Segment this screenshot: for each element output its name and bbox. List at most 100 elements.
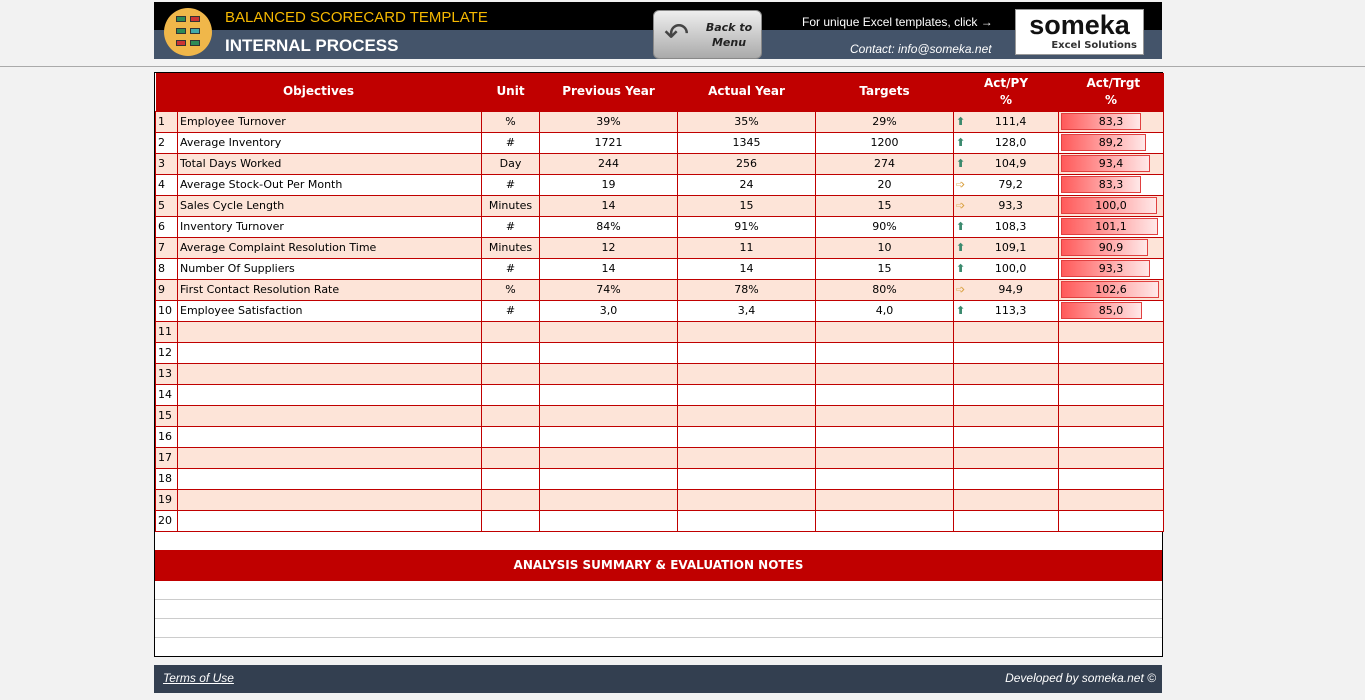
act-trgt-cell[interactable]: [1058, 425, 1165, 448]
actual-year-cell[interactable]: [677, 320, 817, 343]
act-trgt-cell[interactable]: [1058, 404, 1165, 427]
actual-year-cell[interactable]: 78%: [677, 278, 817, 301]
act-py-cell[interactable]: [953, 467, 1060, 490]
unit-cell[interactable]: Day: [481, 152, 541, 175]
target-cell[interactable]: [815, 509, 955, 532]
previous-year-cell[interactable]: [539, 488, 679, 511]
actual-year-cell[interactable]: [677, 425, 817, 448]
actual-year-cell[interactable]: 35%: [677, 110, 817, 133]
target-cell[interactable]: 29%: [815, 110, 955, 133]
unit-cell[interactable]: [481, 341, 541, 364]
act-trgt-cell[interactable]: [1058, 446, 1165, 469]
objective-cell[interactable]: [176, 467, 483, 490]
act-py-cell[interactable]: ⬆ 108,3: [953, 215, 1060, 238]
act-trgt-cell[interactable]: 85,0: [1058, 299, 1165, 322]
row-number[interactable]: 13: [155, 362, 178, 385]
row-number[interactable]: 17: [155, 446, 178, 469]
objective-cell[interactable]: [176, 341, 483, 364]
unit-cell[interactable]: [481, 488, 541, 511]
previous-year-cell[interactable]: [539, 320, 679, 343]
act-trgt-cell[interactable]: [1058, 467, 1165, 490]
previous-year-cell[interactable]: [539, 446, 679, 469]
act-trgt-cell[interactable]: 93,3: [1058, 257, 1165, 280]
objective-cell[interactable]: [176, 404, 483, 427]
objective-cell[interactable]: [176, 383, 483, 406]
act-trgt-cell[interactable]: 83,3: [1058, 110, 1165, 133]
unit-cell[interactable]: #: [481, 131, 541, 154]
row-number[interactable]: 10: [155, 299, 178, 322]
target-cell[interactable]: 15: [815, 257, 955, 280]
target-cell[interactable]: 4,0: [815, 299, 955, 322]
target-cell[interactable]: 10: [815, 236, 955, 259]
objective-cell[interactable]: Number Of Suppliers: [176, 257, 483, 280]
row-number[interactable]: 6: [155, 215, 178, 238]
actual-year-cell[interactable]: 3,4: [677, 299, 817, 322]
previous-year-cell[interactable]: 244: [539, 152, 679, 175]
target-cell[interactable]: [815, 362, 955, 385]
row-number[interactable]: 11: [155, 320, 178, 343]
row-number[interactable]: 19: [155, 488, 178, 511]
act-py-cell[interactable]: ⬆ 104,9: [953, 152, 1060, 175]
objective-cell[interactable]: Average Stock-Out Per Month: [176, 173, 483, 196]
row-number[interactable]: 1: [155, 110, 178, 133]
objective-cell[interactable]: [176, 320, 483, 343]
unit-cell[interactable]: [481, 320, 541, 343]
objective-cell[interactable]: Inventory Turnover: [176, 215, 483, 238]
act-trgt-cell[interactable]: 93,4: [1058, 152, 1165, 175]
target-cell[interactable]: 274: [815, 152, 955, 175]
previous-year-cell[interactable]: 14: [539, 194, 679, 217]
row-number[interactable]: 7: [155, 236, 178, 259]
previous-year-cell[interactable]: [539, 509, 679, 532]
unit-cell[interactable]: Minutes: [481, 236, 541, 259]
row-number[interactable]: 2: [155, 131, 178, 154]
act-py-cell[interactable]: [953, 488, 1060, 511]
actual-year-cell[interactable]: [677, 488, 817, 511]
act-py-cell[interactable]: ➩ 94,9: [953, 278, 1060, 301]
previous-year-cell[interactable]: 12: [539, 236, 679, 259]
act-trgt-cell[interactable]: [1058, 509, 1165, 532]
target-cell[interactable]: 15: [815, 194, 955, 217]
actual-year-cell[interactable]: [677, 509, 817, 532]
actual-year-cell[interactable]: 15: [677, 194, 817, 217]
row-number[interactable]: 18: [155, 467, 178, 490]
act-trgt-cell[interactable]: 83,3: [1058, 173, 1165, 196]
objective-cell[interactable]: Employee Turnover: [176, 110, 483, 133]
unit-cell[interactable]: #: [481, 215, 541, 238]
act-trgt-cell[interactable]: [1058, 341, 1165, 364]
unit-cell[interactable]: Minutes: [481, 194, 541, 217]
act-trgt-cell[interactable]: 102,6: [1058, 278, 1165, 301]
previous-year-cell[interactable]: [539, 467, 679, 490]
target-cell[interactable]: [815, 341, 955, 364]
unit-cell[interactable]: #: [481, 173, 541, 196]
objective-cell[interactable]: Average Inventory: [176, 131, 483, 154]
act-py-cell[interactable]: ⬆ 111,4: [953, 110, 1060, 133]
act-trgt-cell[interactable]: 100,0: [1058, 194, 1165, 217]
actual-year-cell[interactable]: 91%: [677, 215, 817, 238]
previous-year-cell[interactable]: [539, 404, 679, 427]
act-py-cell[interactable]: [953, 341, 1060, 364]
row-number[interactable]: 5: [155, 194, 178, 217]
row-number[interactable]: 20: [155, 509, 178, 532]
act-trgt-cell[interactable]: [1058, 362, 1165, 385]
row-number[interactable]: 9: [155, 278, 178, 301]
actual-year-cell[interactable]: [677, 404, 817, 427]
target-cell[interactable]: [815, 320, 955, 343]
act-trgt-cell[interactable]: [1058, 320, 1165, 343]
previous-year-cell[interactable]: [539, 383, 679, 406]
unit-cell[interactable]: #: [481, 257, 541, 280]
previous-year-cell[interactable]: [539, 425, 679, 448]
unit-cell[interactable]: [481, 362, 541, 385]
unit-cell[interactable]: [481, 425, 541, 448]
target-cell[interactable]: [815, 425, 955, 448]
previous-year-cell[interactable]: [539, 341, 679, 364]
actual-year-cell[interactable]: 14: [677, 257, 817, 280]
unit-cell[interactable]: [481, 467, 541, 490]
unit-cell[interactable]: #: [481, 299, 541, 322]
unit-cell[interactable]: [481, 446, 541, 469]
row-number[interactable]: 8: [155, 257, 178, 280]
objective-cell[interactable]: Sales Cycle Length: [176, 194, 483, 217]
objective-cell[interactable]: [176, 446, 483, 469]
actual-year-cell[interactable]: [677, 467, 817, 490]
unit-cell[interactable]: [481, 404, 541, 427]
objective-cell[interactable]: First Contact Resolution Rate: [176, 278, 483, 301]
